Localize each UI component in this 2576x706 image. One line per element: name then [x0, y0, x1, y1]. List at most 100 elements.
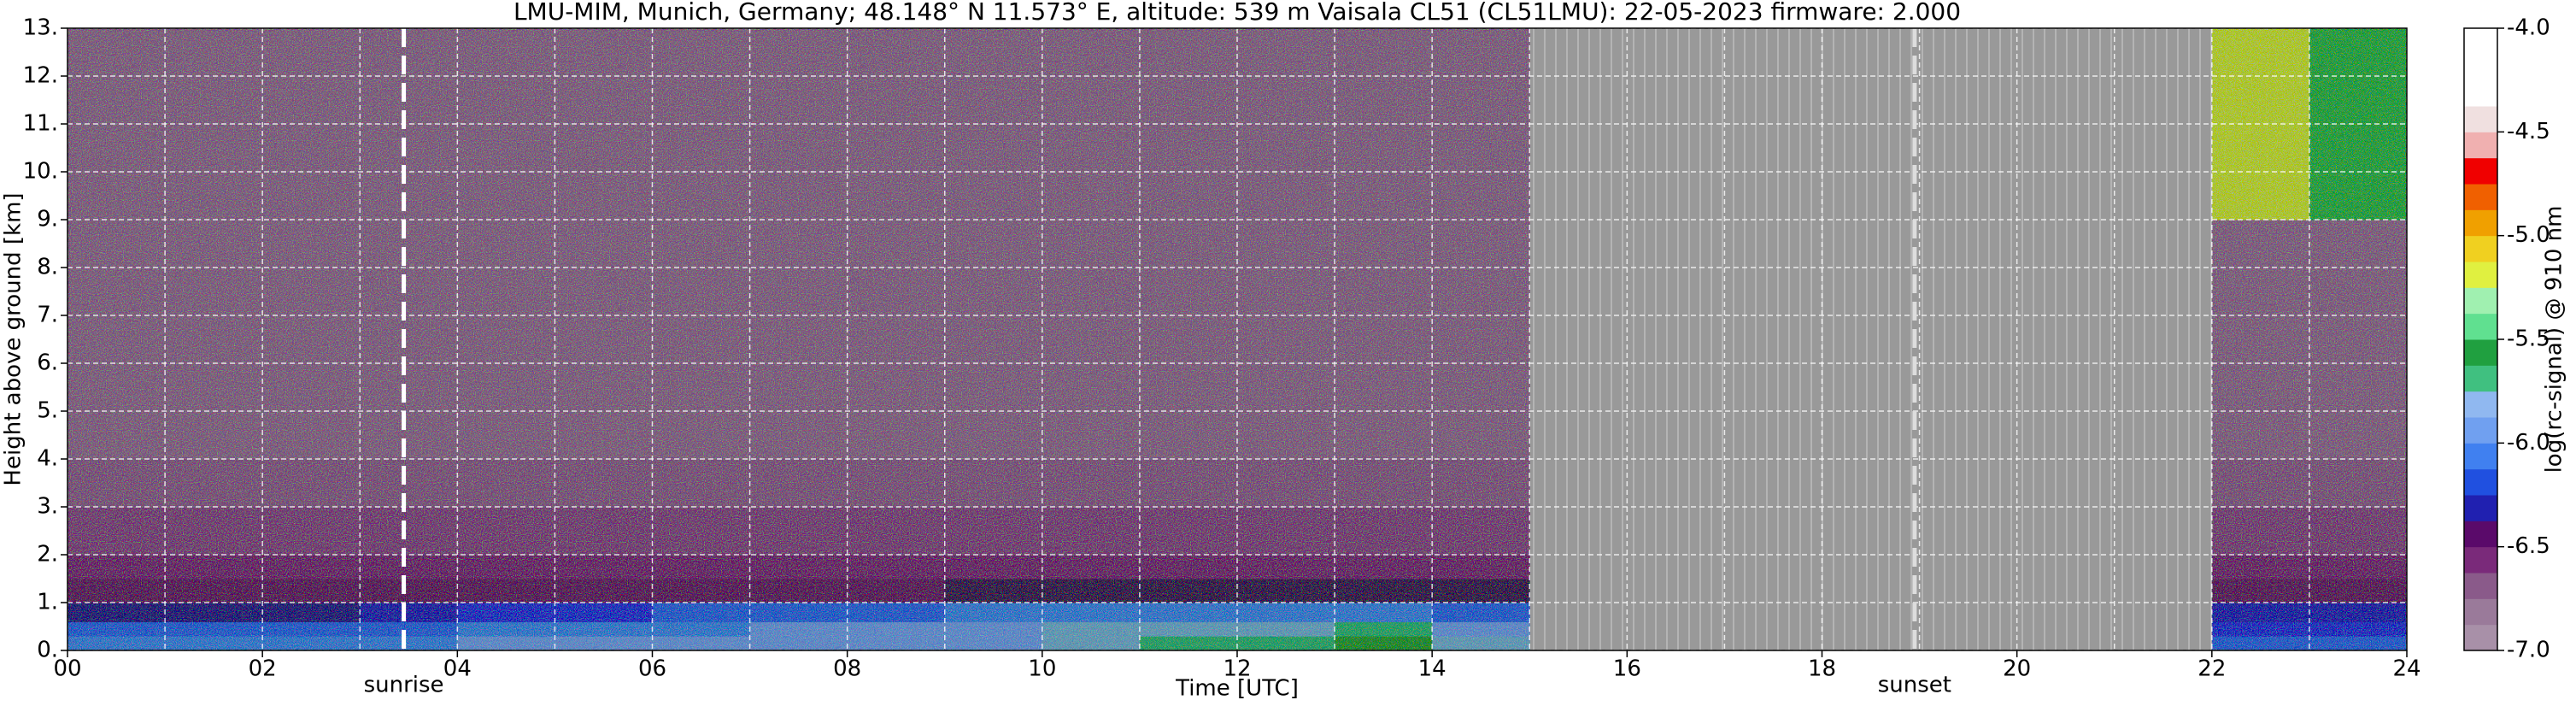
- colorbar-tick-label: -5.5: [2507, 327, 2550, 352]
- heatmap-cell: [1139, 220, 1238, 364]
- colorbar-swatch: [2464, 262, 2497, 288]
- colorbar-swatch: [2464, 132, 2497, 159]
- colorbar-swatch: [2464, 443, 2497, 470]
- x-tick-label: 02: [249, 656, 277, 682]
- colorbar-swatch: [2464, 624, 2497, 651]
- y-tick-label: 11.: [23, 111, 58, 137]
- heatmap-cell: [67, 220, 166, 364]
- colorbar-swatch: [2464, 157, 2497, 185]
- heatmap-cell: [847, 621, 946, 637]
- heatmap-cell: [2211, 555, 2310, 580]
- heatmap-cell: [1139, 579, 1238, 603]
- x-tick-label: 24: [2392, 656, 2421, 682]
- heatmap-cell: [1237, 507, 1335, 556]
- heatmap-cell: [847, 579, 946, 603]
- y-tick-label: 3.: [37, 494, 58, 520]
- colorbar-tick-label: -5.0: [2507, 222, 2550, 248]
- heatmap-cell: [749, 579, 848, 603]
- heatmap-cell: [67, 363, 166, 460]
- heatmap-cell: [847, 636, 946, 651]
- colorbar-tick-label: -7.0: [2507, 638, 2550, 663]
- heatmap-cell: [1237, 621, 1335, 637]
- colorbar-swatch: [2464, 287, 2497, 315]
- heatmap-cell: [1335, 579, 1433, 603]
- plot-area: [67, 27, 2408, 651]
- heatmap-cell: [165, 507, 263, 556]
- heatmap-cell: [555, 507, 653, 556]
- heatmap-cell: [1237, 363, 1335, 460]
- heatmap-cell: [165, 621, 263, 637]
- heatmap-cell: [555, 363, 653, 460]
- heatmap-cell: [457, 220, 555, 364]
- heatmap-cell: [2211, 603, 2310, 622]
- colorbar-swatch: [2464, 28, 2497, 55]
- heatmap-cell: [555, 28, 653, 221]
- colorbar-swatch: [2464, 106, 2497, 132]
- heatmap-cell: [67, 28, 166, 221]
- heatmap-cell: [847, 507, 946, 556]
- heatmap-cell: [555, 579, 653, 603]
- heatmap-cell: [1042, 555, 1141, 580]
- heatmap-cell: [1432, 579, 1530, 603]
- heatmap-cell: [2211, 621, 2310, 637]
- heatmap-cell: [360, 636, 458, 651]
- heatmap-cell: [2211, 459, 2310, 508]
- heatmap-cell: [652, 507, 751, 556]
- heatmap-cell: [2309, 507, 2408, 556]
- colorbar-swatch: [2464, 495, 2497, 521]
- heatmap-cell: [652, 603, 751, 622]
- heatmap-cell: [944, 603, 1043, 622]
- heatmap-cell: [2309, 636, 2408, 651]
- heatmap-cell: [944, 621, 1043, 637]
- colorbar-tick-label: -6.5: [2507, 533, 2550, 559]
- colorbar-swatch: [2464, 546, 2497, 574]
- heatmap-cell: [1237, 28, 1335, 221]
- heatmap-cell: [1432, 555, 1530, 580]
- heatmap-cell: [457, 459, 555, 508]
- heatmap-cell: [944, 507, 1043, 556]
- heatmap-cell: [1042, 621, 1141, 637]
- heatmap-cell: [165, 459, 263, 508]
- heatmap-cell: [262, 621, 361, 637]
- heatmap-cell: [2211, 579, 2310, 603]
- heatmap-cell: [1139, 603, 1238, 622]
- heatmap-cell: [847, 220, 946, 364]
- heatmap-cell: [1335, 507, 1433, 556]
- heatmap-cell: [847, 603, 946, 622]
- heatmap-cell: [1042, 603, 1141, 622]
- heatmap-cell: [652, 220, 751, 364]
- heatmap-cell: [2211, 363, 2310, 460]
- x-tick-label: 14: [1418, 656, 1446, 682]
- y-tick-label: 1.: [37, 590, 58, 615]
- heatmap-cell: [360, 507, 458, 556]
- heatmap-cell: [360, 220, 458, 364]
- heatmap-cell: [749, 459, 848, 508]
- heatmap-cell: [555, 220, 653, 364]
- heatmap-cell: [1139, 636, 1238, 651]
- heatmap-cell: [749, 621, 848, 637]
- heatmap-cell: [2211, 636, 2310, 651]
- colorbar-swatch: [2464, 209, 2497, 237]
- heatmap-cell: [165, 579, 263, 603]
- heatmap-cell: [1042, 363, 1141, 460]
- heatmap-cell: [2309, 603, 2408, 622]
- heatmap-cell: [1335, 555, 1433, 580]
- heatmap-cell: [360, 555, 458, 580]
- heatmap-cell: [1432, 507, 1530, 556]
- heatmap-cell: [67, 507, 166, 556]
- heatmap-cell: [1042, 459, 1141, 508]
- heatmap-cell: [944, 636, 1043, 651]
- colorbar-tick-label: -4.0: [2507, 15, 2550, 41]
- heatmap-cell: [165, 603, 263, 622]
- heatmap-cell: [944, 555, 1043, 580]
- heatmap-cell: [1042, 579, 1141, 603]
- heatmap-cell: [555, 636, 653, 651]
- colorbar-swatch: [2464, 468, 2497, 496]
- heatmap-cell: [67, 621, 166, 637]
- heatmap-cell: [165, 555, 263, 580]
- heatmap-cell: [2211, 220, 2310, 364]
- heatmap-cell: [2309, 555, 2408, 580]
- x-tick-label: 12: [1223, 656, 1251, 682]
- x-tick-label: 18: [1808, 656, 1836, 682]
